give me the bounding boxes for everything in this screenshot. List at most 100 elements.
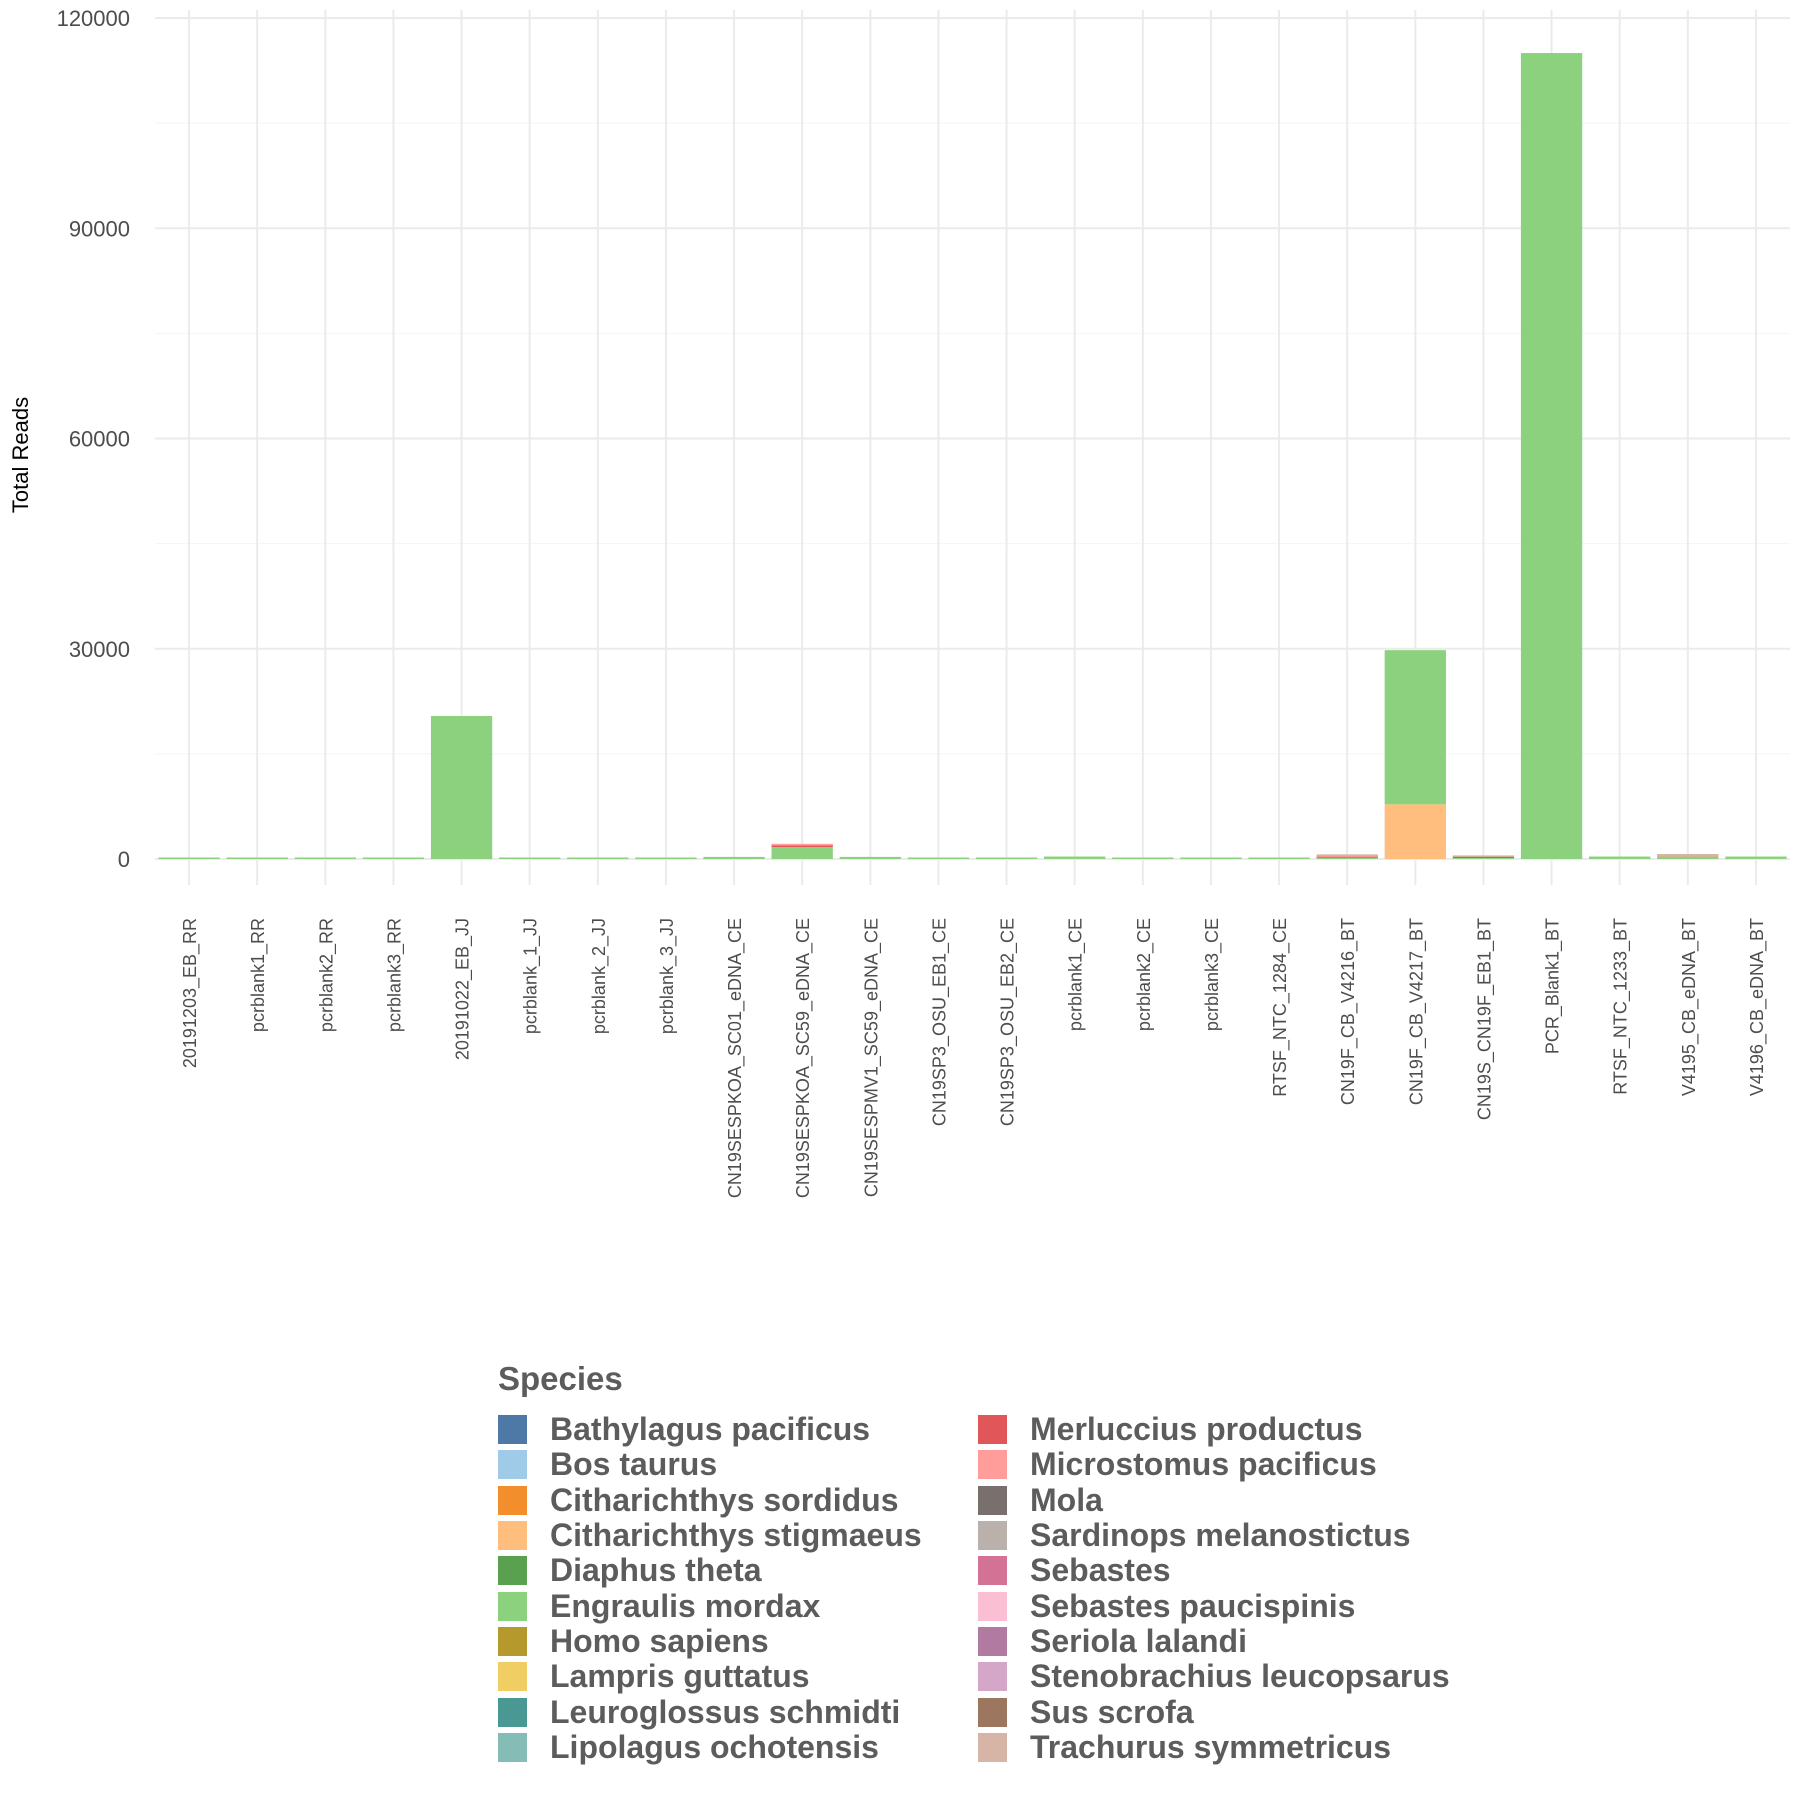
bar-segment	[1384, 804, 1446, 859]
x-tick-label: RTSF_NTC_1284_CE	[1270, 918, 1291, 1097]
legend-swatch	[498, 1450, 527, 1480]
legend-label: Merluccius productus	[1030, 1411, 1363, 1448]
legend-item: Seriola lalandi	[978, 1622, 1438, 1659]
x-tick-label: CN19SESPKOA_SC01_eDNA_CE	[725, 918, 746, 1198]
bar-segment	[1452, 855, 1515, 857]
bar-segment	[158, 857, 220, 859]
bar-segment	[703, 856, 765, 859]
bars	[158, 53, 1787, 859]
legend-label: Lampris guttatus	[550, 1658, 810, 1695]
bar-segment	[362, 857, 425, 859]
bar-segment	[1316, 855, 1378, 857]
x-tick-label: pcrblank3_RR	[384, 918, 405, 1032]
legend-item: Trachurus symmetricus	[978, 1729, 1438, 1765]
bar-segment	[771, 845, 833, 848]
x-tick-label: CN19SP3_OSU_EB1_CE	[929, 918, 950, 1126]
x-tick-label: CN19S_CN19F_EB1_BT	[1474, 918, 1495, 1120]
bar-segment	[1520, 53, 1583, 859]
x-tick-label: pcrblank2_RR	[316, 918, 337, 1032]
bar-segment	[1657, 855, 1719, 857]
bar-segment	[771, 843, 833, 846]
bar-segment	[1180, 857, 1242, 859]
x-tick-label: pcrblank_1_JJ	[521, 918, 542, 1034]
bar-segment	[1589, 856, 1651, 859]
legend-label: Homo sapiens	[550, 1622, 769, 1659]
bar-segment	[499, 857, 561, 859]
bar-segment	[1316, 857, 1378, 859]
legend-item: Engraulis mordax	[498, 1587, 958, 1624]
legend-swatch	[498, 1662, 527, 1692]
x-tick-label: pcrblank_2_JJ	[589, 918, 610, 1034]
legend-label: Lipolagus ochotensis	[550, 1728, 879, 1765]
x-tick-label: V4195_CB_eDNA_BT	[1679, 918, 1700, 1096]
legend-label: Citharichthys sordidus	[550, 1481, 899, 1518]
legend-label: Stenobrachius leucopsarus	[1030, 1658, 1450, 1695]
x-tick-label: CN19F_CB_V4216_BT	[1338, 918, 1359, 1105]
legend-column: Merluccius productus Microstomus pacificu…	[978, 1411, 1450, 1765]
legend-swatch	[498, 1697, 527, 1727]
y-axis-ticks: 0 30000 60000 90000 120000	[57, 6, 130, 872]
legend-swatch	[978, 1521, 1007, 1551]
legend-swatch	[498, 1732, 527, 1762]
legend-column: Bathylagus pacificus Bos taurus Citharicht…	[498, 1411, 958, 1765]
legend-label: Bathylagus pacificus	[550, 1411, 871, 1448]
legend-item: Mola	[978, 1482, 1438, 1518]
legend-item: Homo sapiens	[498, 1622, 958, 1659]
legend-item: Merluccius productus	[978, 1411, 1438, 1448]
legend-swatch	[498, 1556, 527, 1586]
legend-swatch	[978, 1732, 1007, 1762]
legend-swatch	[498, 1415, 527, 1445]
legend-label: Sus scrofa	[1030, 1693, 1194, 1730]
legend-label: Sebastes	[1030, 1552, 1171, 1589]
y-tick-label: 90000	[69, 216, 130, 241]
bar-segment	[567, 857, 629, 859]
bar-segment	[1657, 853, 1719, 856]
legend-swatch	[498, 1485, 527, 1515]
x-tick-label: PCR_Blank1_BT	[1543, 918, 1564, 1054]
legend-label: Engraulis mordax	[550, 1587, 821, 1624]
bar-segment	[1384, 650, 1446, 805]
bar-segment	[1657, 856, 1719, 859]
bar-segment	[1725, 856, 1787, 859]
legend-swatch	[978, 1415, 1007, 1445]
legend-swatch	[978, 1626, 1007, 1656]
y-tick-label: 0	[118, 847, 130, 872]
legend-item: Diaphus theta	[498, 1552, 958, 1589]
legend-item: Lampris guttatus	[498, 1658, 958, 1695]
legend-label: Microstomus pacificus	[1030, 1446, 1377, 1483]
legend-item: Lipolagus ochotensis	[498, 1728, 958, 1765]
legend-label: Seriola lalandi	[1030, 1622, 1247, 1659]
x-tick-label: pcrblank_3_JJ	[657, 918, 678, 1034]
legend-swatch	[978, 1450, 1007, 1480]
legend-swatch	[978, 1556, 1007, 1586]
x-tick-label: CN19SESPMV1_SC59_eDNA_CE	[861, 918, 882, 1197]
legend-label: Bos taurus	[550, 1446, 718, 1483]
stacked-bar-chart: 0 30000 60000 90000 120000 20191203_EB_RR pcr…	[8, 6, 1790, 1198]
x-axis-ticks: 20191203_EB_RR pcrblank1_RR pcrblank2_RR pc…	[180, 918, 1768, 1198]
legend-label: Citharichthys stigmaeus	[550, 1517, 922, 1554]
x-tick-label: pcrblank1_CE	[1066, 918, 1087, 1031]
bar-segment	[1452, 857, 1515, 859]
x-tick-label: CN19SESPKOA_SC59_eDNA_CE	[793, 918, 814, 1198]
x-tick-label: pcrblank1_RR	[248, 918, 269, 1032]
y-tick-label: 30000	[69, 637, 130, 662]
legend-swatch	[498, 1521, 527, 1551]
legend-swatch	[498, 1591, 527, 1621]
legend-item: Bos taurus	[498, 1446, 958, 1483]
legend-item: Sardinops melanostictus	[978, 1517, 1438, 1553]
bar-segment	[294, 857, 356, 859]
bar-segment	[771, 847, 833, 859]
legend-swatch	[978, 1662, 1007, 1692]
bar-segment	[1112, 857, 1174, 859]
bar-segment	[430, 716, 493, 859]
x-tick-label: pcrblank2_CE	[1134, 918, 1155, 1031]
legend-item: Sebastes	[978, 1552, 1438, 1589]
y-tick-label: 60000	[69, 427, 130, 452]
legend-label: Diaphus theta	[550, 1552, 762, 1589]
bar-segment	[839, 856, 901, 859]
x-tick-label: CN19SP3_OSU_EB2_CE	[998, 918, 1019, 1126]
bar-segment	[1452, 856, 1515, 858]
legend-item: Bathylagus pacificus	[498, 1411, 958, 1448]
legend: Species Bathylagus pacificus Bos taurus Ci…	[498, 1360, 1498, 1765]
legend-item: Leuroglossus schmidti	[498, 1694, 958, 1730]
